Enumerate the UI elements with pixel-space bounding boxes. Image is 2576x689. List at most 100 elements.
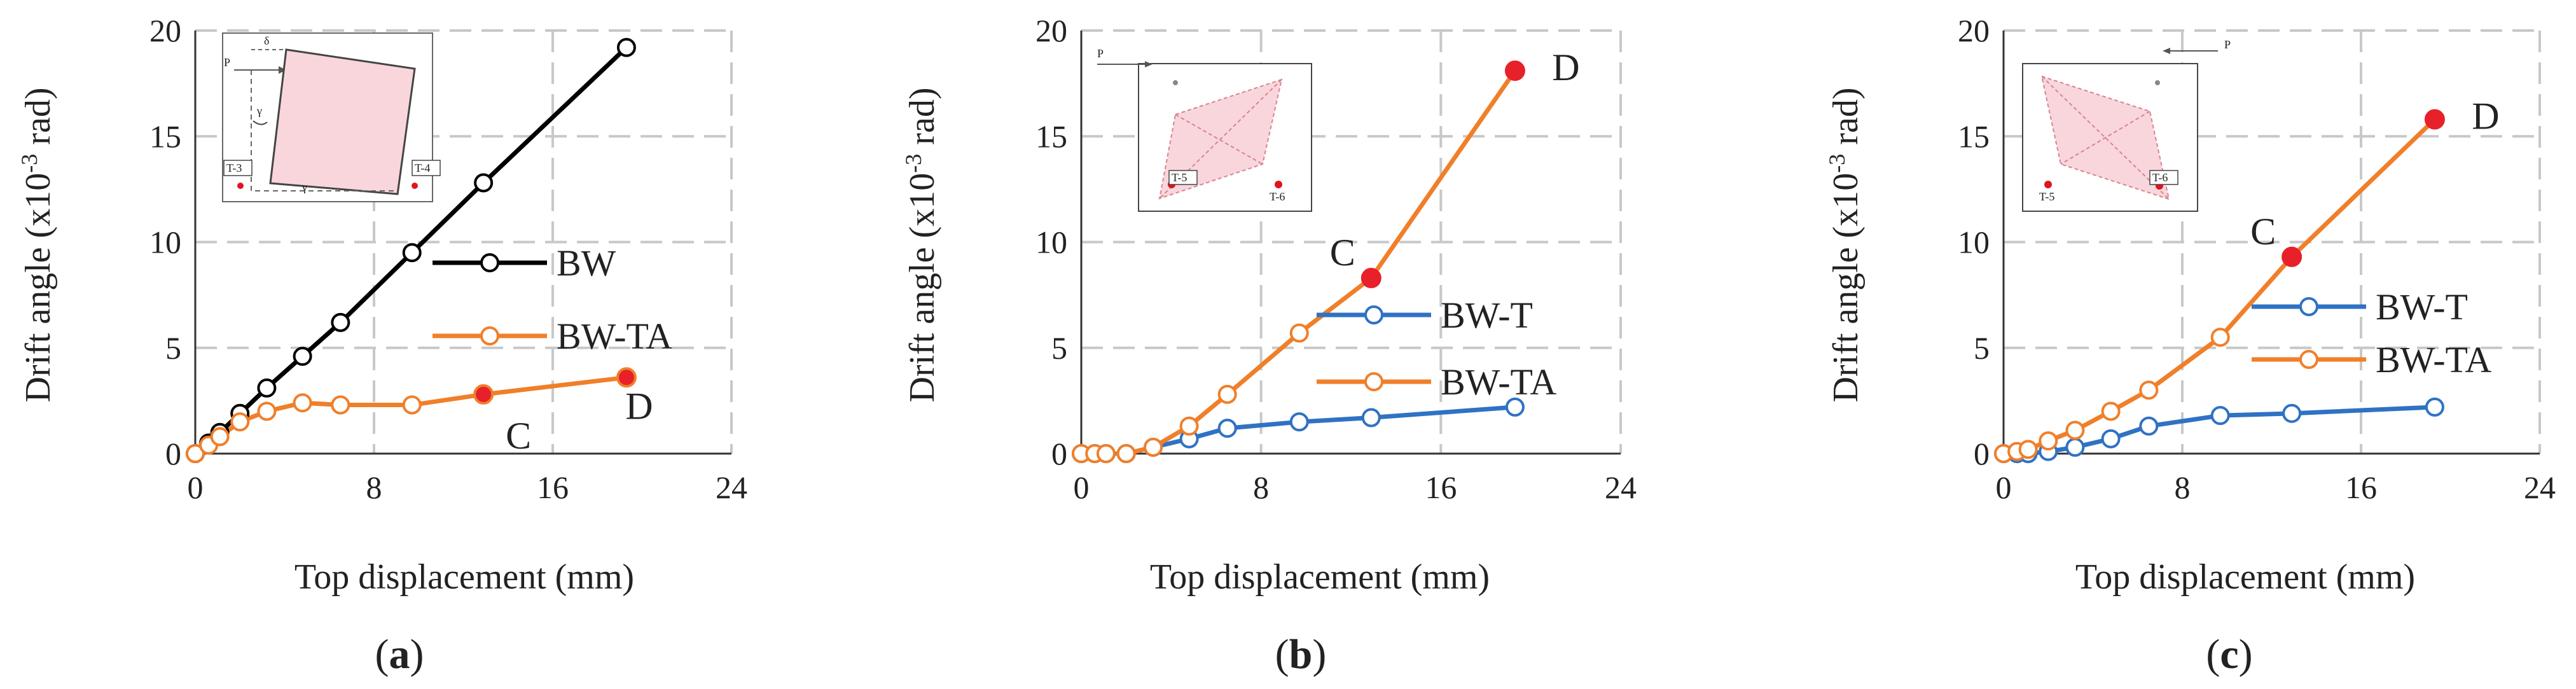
data-point-bw-ta xyxy=(210,427,230,447)
x-axis-title: Top displacement (mm) xyxy=(1150,557,1490,597)
inset-gauge-left-label: T-3 xyxy=(226,162,242,174)
data-point-bw-ta xyxy=(616,367,637,388)
data-point-bw-ta xyxy=(2101,401,2121,421)
data-point-bw-t xyxy=(1217,419,1237,438)
inset-load-label: P xyxy=(1097,47,1104,60)
y-tick-label-20: 20 xyxy=(1958,13,1990,48)
data-point-bw xyxy=(402,243,422,263)
tick-labels: 0 8 16 24 0 5 10 15 20 xyxy=(1958,13,2556,505)
inset-gauge-dot-left xyxy=(2044,181,2052,188)
inset-gauge-left-label: T-5 xyxy=(2039,190,2054,203)
point-label-d: D xyxy=(2472,95,2499,137)
x-tick-label-16: 16 xyxy=(2345,470,2377,505)
legend-marker-bw-ta xyxy=(2299,350,2318,369)
legend-label-bw-ta: BW-TA xyxy=(2376,339,2491,380)
grid xyxy=(2004,29,2541,454)
x-tick-label-16: 16 xyxy=(1425,470,1457,505)
inset-anchor-dot xyxy=(2155,80,2160,85)
data-point-bw-t xyxy=(2282,403,2302,423)
legend-label-bw-ta: BW-TA xyxy=(1441,361,1556,403)
inset-arrow-head xyxy=(2163,48,2170,54)
x-tick-label-16: 16 xyxy=(537,470,569,505)
inset-gauge-box-right xyxy=(412,160,441,176)
data-point-bw xyxy=(331,312,350,332)
data-point-bw-ta xyxy=(293,393,312,413)
annotations: CD xyxy=(1330,46,1580,274)
inset-gauge-right-label: T-4 xyxy=(415,162,430,174)
series-group xyxy=(1072,60,1525,463)
grid xyxy=(1081,29,1622,454)
y-tick-label-15: 15 xyxy=(149,118,181,154)
point-label-c: C xyxy=(506,415,531,457)
inset-gauge-right-label: T-6 xyxy=(2152,171,2168,184)
x-tick-label-8: 8 xyxy=(2175,470,2191,505)
panel-label: (a) xyxy=(375,631,424,678)
y-tick-label-0: 0 xyxy=(1974,436,1990,471)
legend: BW BW-TA xyxy=(433,242,672,357)
data-point-bw-ta xyxy=(1144,438,1163,457)
inset-diagram: P T-5 T-6 xyxy=(2022,38,2231,212)
data-point-bw-t xyxy=(1361,408,1381,428)
data-point-bw-t xyxy=(2425,397,2444,417)
y-tick-label-10: 10 xyxy=(149,225,181,260)
y-tick-label-15: 15 xyxy=(1035,118,1067,154)
legend-marker-bw-t xyxy=(1364,305,1383,324)
data-point-bw-ta xyxy=(402,395,422,415)
axes xyxy=(194,31,731,455)
y-tick-label-15: 15 xyxy=(1958,118,1990,154)
inset-gauge-dot-right xyxy=(1275,181,1282,188)
point-label-d: D xyxy=(625,385,653,427)
x-tick-label-24: 24 xyxy=(1605,470,1637,505)
data-point-bw-ta xyxy=(257,401,277,421)
point-label-c: C xyxy=(2250,211,2276,253)
inset-load-label: P xyxy=(224,56,230,69)
legend-label-bw-ta: BW-TA xyxy=(557,316,672,357)
data-point-bw-t xyxy=(2065,438,2085,457)
panel-label: (c) xyxy=(2206,631,2252,678)
inset-diagonal-2 xyxy=(2060,111,2150,165)
legend: BW-T BW-TA xyxy=(2252,286,2491,380)
y-tick-label-5: 5 xyxy=(165,330,181,366)
x-tick-label-24: 24 xyxy=(716,470,747,505)
data-point-bw-ta xyxy=(1116,444,1136,463)
data-point-bw-ta xyxy=(1217,384,1237,404)
inset-delta-label: δ xyxy=(264,34,269,47)
legend-label-bw: BW xyxy=(557,242,616,284)
inset-gauge-right-label: T-6 xyxy=(1270,190,1285,203)
inset-diagonal-1 xyxy=(1175,114,1263,165)
inset-arrow-head xyxy=(279,66,286,74)
inset-gauge-box-left xyxy=(1168,170,1198,185)
data-point-bw-t xyxy=(2101,429,2121,449)
series-group xyxy=(1994,109,2445,463)
data-point-bw-ta xyxy=(2139,380,2159,400)
data-point-bw-ta xyxy=(331,395,350,415)
data-point-bw-ta xyxy=(2424,109,2445,130)
y-axis-title: Drift angle (x10-3 rad) xyxy=(1824,88,1866,403)
y-tick-label-0: 0 xyxy=(165,436,181,471)
data-point-bw xyxy=(293,347,312,366)
inset-diagram: P δ γ γ T-3 T-4 xyxy=(222,32,441,202)
data-point-bw-ta xyxy=(1179,416,1199,436)
data-point-bw-ta xyxy=(1504,60,1525,81)
data-point-bw-ta xyxy=(2282,246,2302,267)
data-point-bw-ta xyxy=(186,444,205,463)
data-point-bw-ta xyxy=(2039,431,2058,451)
inset-gauge-dot-left xyxy=(237,183,244,189)
data-point-bw-ta xyxy=(2065,421,2085,440)
panel-label: (b) xyxy=(1275,631,1327,678)
y-tick-label-10: 10 xyxy=(1958,225,1990,260)
x-axis-title: Top displacement (mm) xyxy=(294,557,634,597)
annotations: CD xyxy=(2250,95,2499,253)
x-axis-title: Top displacement (mm) xyxy=(2075,557,2415,597)
inset-diagram: P T-5 T-6 xyxy=(1097,47,1312,212)
inset-gauge-left-label: T-5 xyxy=(1172,171,1187,184)
axes xyxy=(1080,31,1621,455)
data-point-bw-ta xyxy=(2018,440,2038,459)
point-label-c: C xyxy=(1330,232,1355,274)
data-point-bw-t xyxy=(1289,412,1309,432)
legend-marker-bw-ta xyxy=(480,326,499,345)
y-tick-label-5: 5 xyxy=(1051,330,1067,366)
y-axis-title: Drift angle (x10-3 rad) xyxy=(17,88,58,403)
